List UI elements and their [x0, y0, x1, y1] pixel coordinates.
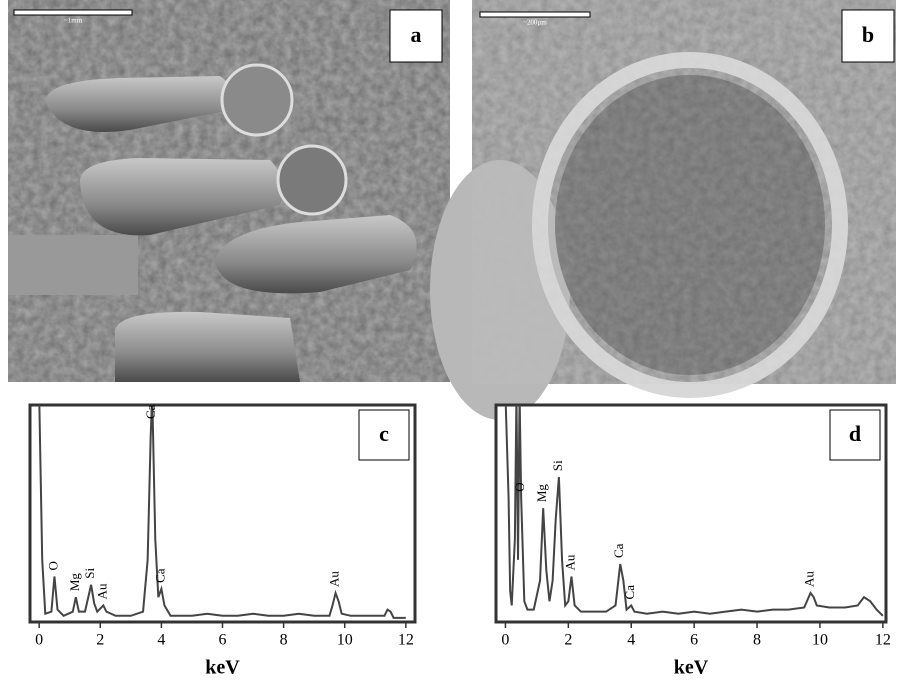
x-tick-label: 6 [219, 632, 227, 649]
panel-label: d [849, 421, 861, 446]
x-tick-label: 10 [812, 632, 828, 649]
figure: ~1mm a ~200µm b 024681012keVOMgSiAuCaCaA… [0, 0, 900, 682]
x-tick-label: 12 [875, 632, 891, 649]
x-tick-label: 4 [627, 632, 635, 649]
x-tick-label: 2 [564, 632, 572, 649]
panel-label: a [411, 22, 422, 47]
peak-label: Au [562, 554, 577, 570]
x-tick-label: 8 [280, 632, 288, 649]
peak-label: Si [550, 460, 565, 471]
panel-label: b [862, 22, 874, 47]
x-tick-label: 12 [398, 632, 414, 649]
x-axis-label: keV [674, 657, 709, 679]
x-tick-label: 10 [337, 632, 353, 649]
x-tick-label: 6 [690, 632, 698, 649]
x-tick-label: 2 [96, 632, 104, 649]
x-tick-label: 8 [753, 632, 761, 649]
peak-label: Ca [611, 543, 626, 558]
peak-label: Ca [143, 404, 158, 419]
x-tick-label: 4 [157, 632, 165, 649]
peak-label: O [45, 561, 60, 570]
x-tick-label: 0 [35, 632, 43, 649]
sem-image-a: ~1mm a [8, 0, 450, 382]
peak-label: O [512, 482, 527, 491]
panel-label: c [379, 421, 389, 446]
scale-bar-label: ~1mm [64, 17, 83, 25]
peak-label: Au [802, 571, 817, 587]
x-tick-label: 0 [501, 632, 509, 649]
spectrum-chart: 0 2 4 6 8 10 12 keV O Mg Si Au Ca Ca Au d [496, 394, 891, 678]
peak-label: Au [94, 583, 109, 599]
plot-frame [496, 405, 886, 622]
peak-label: Ca [152, 568, 167, 583]
peak-label: Au [327, 571, 342, 587]
peak-label: Mg [534, 484, 549, 503]
peak-label: Ca [622, 585, 637, 600]
plot-frame [30, 405, 415, 622]
scale-bar-label: ~200µm [523, 19, 547, 27]
sem-image-b: ~200µm b [430, 0, 896, 420]
x-axis-label: keV [205, 657, 240, 679]
peak-label: Si [82, 568, 97, 579]
peak-label: Mg [67, 573, 82, 592]
